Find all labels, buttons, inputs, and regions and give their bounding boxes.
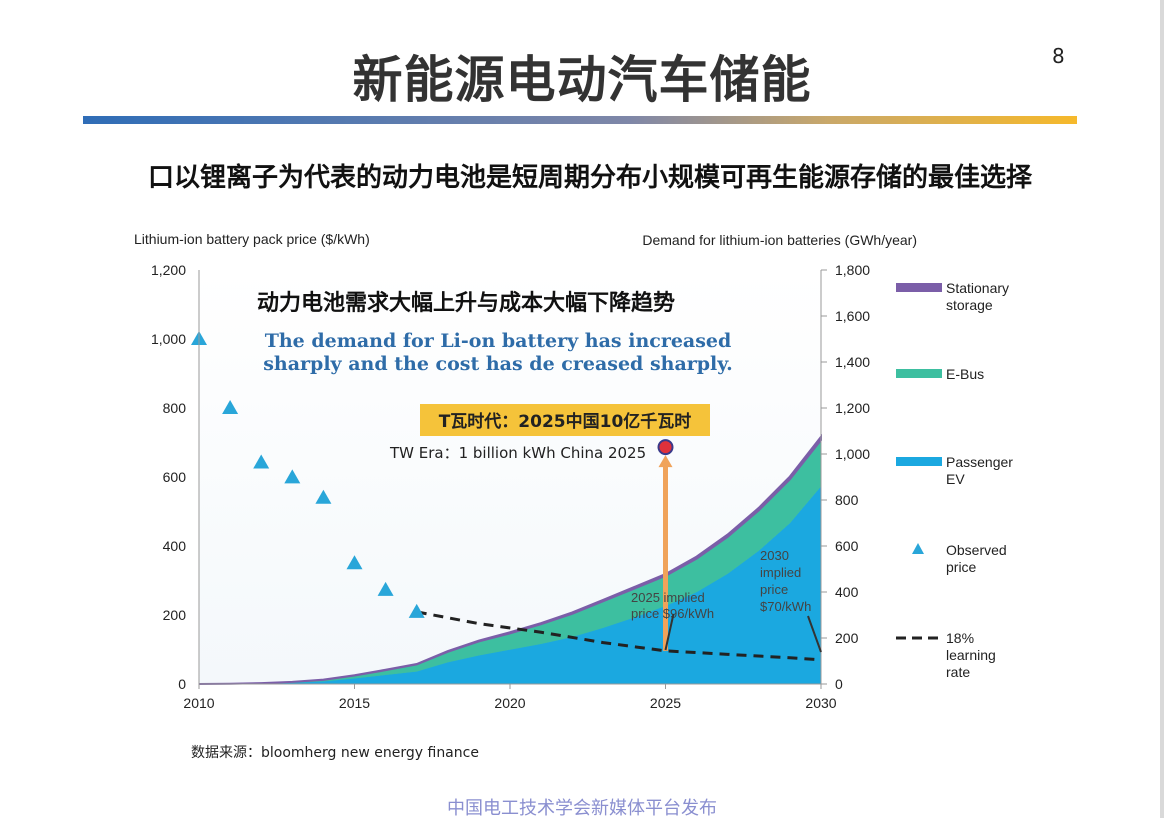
right-tick-label: 1,400	[835, 354, 870, 370]
left-tick-label: 1,200	[151, 262, 186, 278]
tw-era-arrow-head	[658, 455, 673, 468]
left-tick-label: 0	[178, 676, 186, 692]
legend-label-observed-price: Observed	[946, 542, 1007, 558]
legend-label-stationary-storage: Stationary	[946, 280, 1009, 296]
right-tick-label: 0	[835, 676, 843, 692]
observed-price-point	[315, 489, 332, 504]
legend-swatch-observed-price	[912, 543, 924, 554]
tw-era-text: TW Era：1 billion kWh China 2025	[389, 444, 646, 462]
legend-label-18-learning-rate: rate	[946, 664, 970, 680]
observed-price-point	[222, 400, 239, 414]
legend-swatch-passenger-ev	[896, 457, 942, 466]
tw-era-box	[420, 404, 710, 436]
data-source-note: 数据来源：bloomherg new energy finance	[191, 745, 479, 761]
left-tick-label: 200	[163, 607, 187, 623]
x-tick-label: 2015	[339, 695, 370, 711]
implied-2025-pointer	[664, 613, 675, 651]
legend-label-passenger-ev: Passenger	[946, 454, 1013, 470]
right-tick-label: 800	[835, 492, 859, 508]
legend-swatch-stationary-storage	[896, 283, 942, 292]
right-tick-label: 1,200	[835, 400, 870, 416]
page-number: 8	[1052, 44, 1065, 68]
left-tick-label: 400	[163, 538, 187, 554]
observed-price-point	[253, 454, 270, 469]
right-tick-label: 600	[835, 538, 859, 554]
right-tick-label: 1,600	[835, 308, 870, 324]
observed-price-point	[284, 469, 301, 484]
right-tick-label: 1,800	[835, 262, 870, 278]
implied-2030-label: 2030	[760, 548, 789, 563]
x-tick-label: 2010	[183, 695, 214, 711]
legend-label-observed-price: price	[946, 559, 977, 575]
publisher-footer: 中国电工技术学会新媒体平台发布	[447, 798, 717, 819]
title-divider	[83, 116, 1077, 124]
observed-price-point	[408, 603, 425, 618]
left-axis-title: Lithium-ion battery pack price ($/kWh)	[134, 231, 370, 247]
right-axis-title: Demand for lithium-ion batteries (GWh/ye…	[642, 232, 917, 248]
implied-2030-label: $70/kWh	[760, 599, 811, 614]
legend-label-stationary-storage: storage	[946, 297, 993, 313]
learning-rate-line	[416, 610, 822, 662]
chart-title-cn: 动力电池需求大幅上升与成本大幅下降趋势	[257, 290, 675, 316]
battery-demand-price-chart: 0 200 400 600 800 1,000 1,200 0 200 400 600 800 1,00…	[134, 231, 1013, 711]
observed-price-point	[346, 555, 363, 570]
observed-price-point	[377, 581, 394, 596]
implied-2030-pointer	[807, 615, 822, 653]
page-title: 新能源电动汽车储能	[352, 51, 812, 109]
implied-2030-label: implied	[760, 565, 801, 580]
page-subtitle: 口以锂离子为代表的动力电池是短周期分布小规模可再生能源存储的最佳选择	[147, 163, 1032, 193]
chart-title-en-line1: The demand for Li-on battery has increas…	[265, 330, 732, 352]
slide-edge	[1160, 0, 1164, 818]
x-tick-label: 2020	[494, 695, 525, 711]
x-tick-label: 2025	[650, 695, 681, 711]
right-tick-label: 400	[835, 584, 859, 600]
right-tick-label: 200	[835, 630, 859, 646]
legend-label-18-learning-rate: 18%	[946, 630, 974, 646]
legend-label-e-bus: E-Bus	[946, 366, 984, 382]
implied-2025-label: 2025 implied	[631, 590, 705, 605]
x-tick-label: 2030	[805, 695, 836, 711]
legend-swatch-e-bus	[896, 369, 942, 378]
left-tick-label: 1,000	[151, 331, 186, 347]
right-tick-label: 1,000	[835, 446, 870, 462]
left-tick-label: 600	[163, 469, 187, 485]
legend-label-18-learning-rate: learning	[946, 647, 996, 663]
left-tick-label: 800	[163, 400, 187, 416]
implied-2025-label: price $96/kWh	[631, 606, 714, 621]
tw-era-marker	[657, 439, 674, 456]
implied-2030-label: price	[760, 582, 788, 597]
tw-era-box-label: T瓦时代：2025中国10亿千瓦时	[439, 411, 692, 432]
chart-title-en-line2: sharply and the cost has de creased shar…	[263, 353, 733, 375]
legend-label-passenger-ev: EV	[946, 471, 965, 487]
